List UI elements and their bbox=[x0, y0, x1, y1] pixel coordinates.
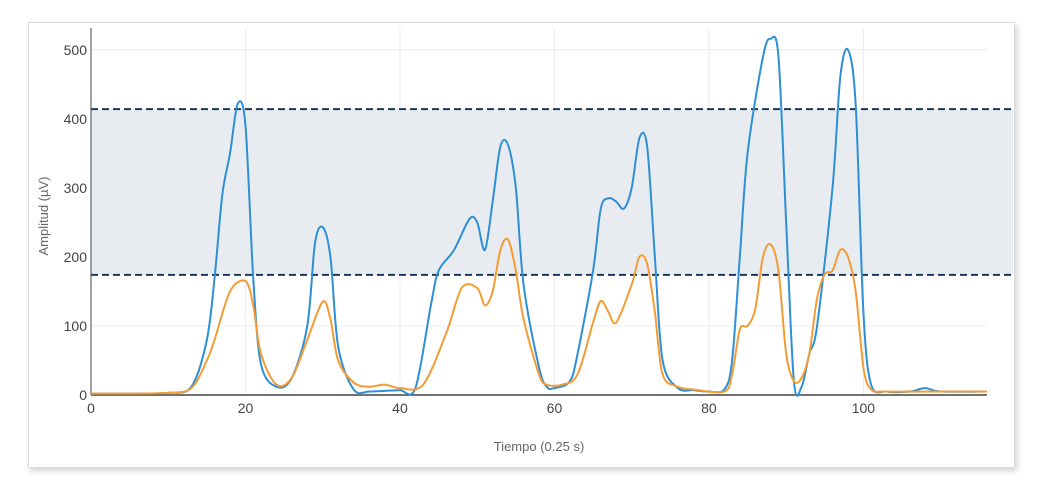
y-tick-label-0: 0 bbox=[79, 387, 87, 403]
y-tick-label-2: 200 bbox=[64, 249, 88, 265]
series-group bbox=[90, 35, 988, 397]
x-tick-label-5: 100 bbox=[852, 400, 876, 416]
x-axis-title: Tiempo (0.25 s) bbox=[494, 439, 585, 454]
y-tick-label-3: 300 bbox=[64, 180, 88, 196]
x-tick-label-4: 80 bbox=[701, 400, 717, 416]
x-tick-label-3: 60 bbox=[547, 400, 563, 416]
x-tick-label-0: 0 bbox=[87, 400, 95, 416]
y-tick-label-4: 400 bbox=[64, 111, 88, 127]
y-tick-label-5: 500 bbox=[64, 42, 88, 58]
x-tick-label-1: 20 bbox=[238, 400, 254, 416]
x-tick-label-2: 40 bbox=[392, 400, 408, 416]
y-tick-label-1: 100 bbox=[64, 318, 88, 334]
tick-labels: 0 20 40 60 80 100 0 100 200 300 400 500 bbox=[64, 42, 876, 416]
axes bbox=[90, 28, 987, 396]
y-axis-title: Amplitud (µV) bbox=[36, 176, 51, 255]
threshold-band-fill bbox=[91, 109, 1013, 275]
threshold-band bbox=[91, 108, 1013, 276]
series-line-2 bbox=[90, 237, 987, 395]
